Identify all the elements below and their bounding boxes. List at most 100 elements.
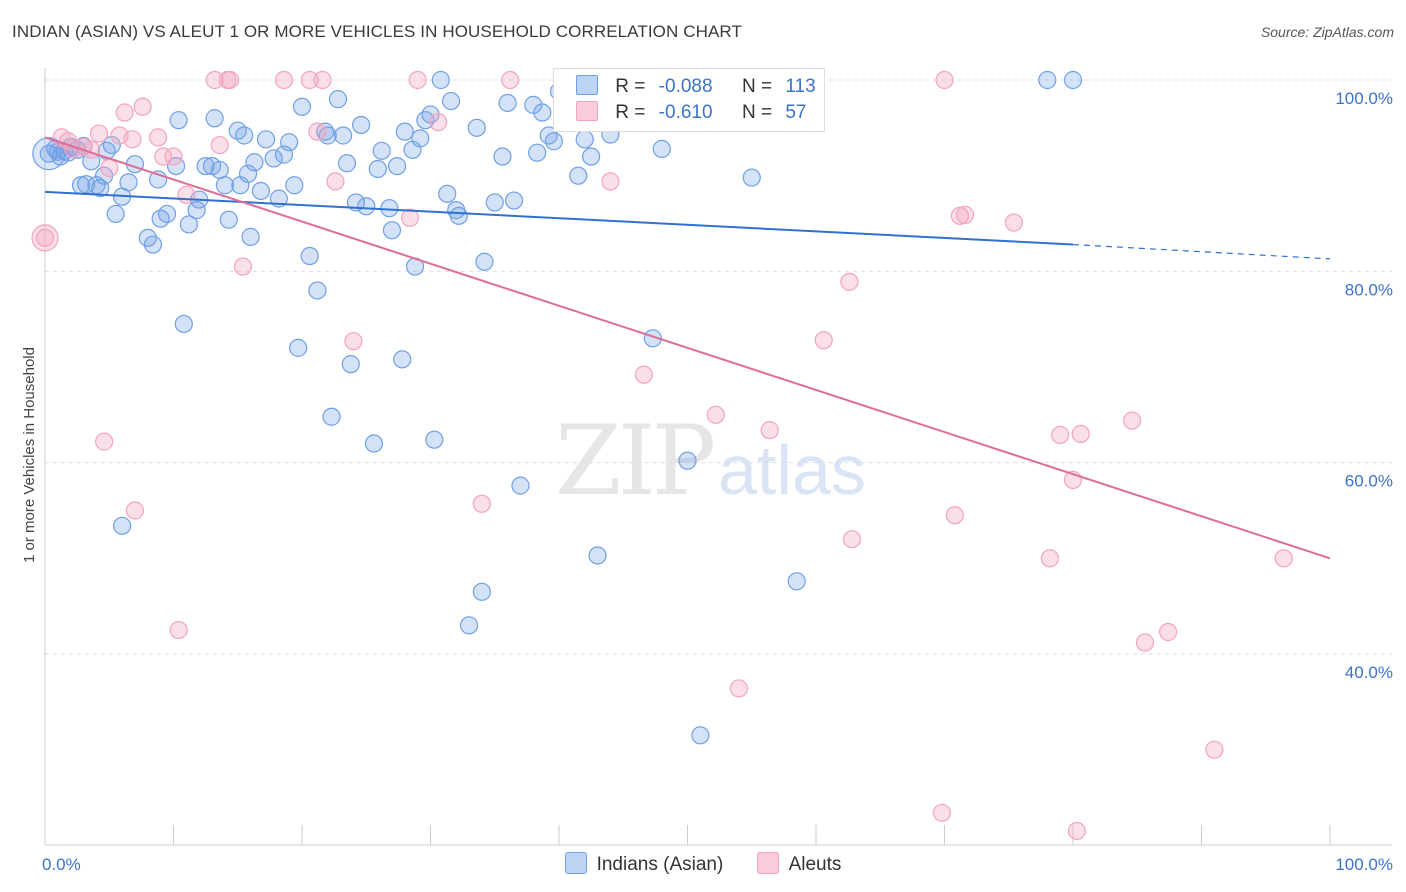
legend-label: Aleuts: [788, 854, 842, 875]
data-point-indians-asian: [241, 227, 260, 246]
data-point-indians-asian: [475, 252, 494, 271]
data-point-aleuts: [177, 185, 196, 204]
data-point-indians-asian: [539, 126, 558, 145]
y-tick-label: 80.0%: [1345, 280, 1393, 299]
data-point-aleuts: [842, 530, 862, 549]
data-point-indians-asian: [441, 91, 461, 111]
data-point-aleuts: [125, 501, 145, 520]
data-point-aleuts: [1274, 549, 1293, 568]
axes: [44, 68, 1392, 846]
data-point-indians-asian: [235, 126, 254, 145]
data-point-aleuts: [95, 432, 114, 451]
data-point-aleuts: [123, 130, 142, 149]
data-point-indians-asian: [411, 129, 430, 148]
data-point-indians-asian: [485, 193, 504, 212]
data-point-indians-asian: [219, 210, 238, 229]
data-point-indians-asian: [511, 476, 530, 495]
data-point-aleuts: [706, 405, 725, 424]
data-point-indians-asian: [300, 246, 319, 266]
data-point-aleuts: [634, 365, 653, 384]
data-point-aleuts: [154, 147, 173, 166]
data-point-indians-asian: [364, 434, 384, 453]
data-point-indians-asian: [395, 122, 414, 141]
data-point-indians-asian: [334, 126, 353, 145]
data-point-indians-asian: [472, 582, 491, 601]
data-point-aleuts: [1067, 821, 1086, 841]
data-point-indians-asian: [196, 157, 215, 176]
data-point-indians-asian: [533, 103, 552, 122]
legend-item-indians-asian: Indians (Asian): [564, 852, 723, 876]
data-point-aleuts: [501, 70, 520, 90]
data-point-indians-asian: [393, 350, 412, 369]
legend-swatch-pink: [756, 852, 779, 874]
data-point-aleuts: [313, 70, 332, 90]
data-point-indians-asian: [421, 105, 440, 124]
x-tick-label: 100.0%: [1335, 855, 1393, 874]
data-point-aleuts: [955, 205, 975, 224]
data-point-indians-asian: [528, 143, 547, 162]
trend-line-indians-asian: [44, 190, 1074, 246]
legend-n-label: N =: [741, 102, 773, 123]
x-tick-label: 0.0%: [42, 855, 81, 874]
data-point-indians-asian: [372, 141, 391, 160]
data-point-indians-asian: [544, 132, 563, 151]
data-point-aleuts: [840, 272, 859, 291]
data-point-indians-asian: [169, 111, 188, 130]
data-point-indians-asian: [285, 176, 304, 195]
data-point-indians-asian: [459, 616, 479, 635]
data-point-aleuts: [1123, 411, 1142, 430]
data-point-aleuts: [945, 506, 964, 525]
stats-legend: R = -0.088 N = 113 R = -0.610 N = 57: [553, 68, 825, 132]
data-point-indians-asian: [504, 191, 524, 210]
data-point-indians-asian: [328, 90, 348, 109]
data-point-indians-asian: [264, 149, 283, 168]
watermark-atlas: atlas: [718, 431, 866, 509]
data-point-aleuts: [1158, 622, 1178, 642]
data-point-aleuts: [400, 208, 420, 227]
tick-labels: 40.0% 60.0% 80.0% 100.0% 0.0% 100.0%: [42, 89, 1393, 874]
data-point-aleuts: [233, 257, 252, 276]
data-point-aleuts: [429, 112, 448, 132]
data-point-indians-asian: [742, 168, 761, 187]
data-point-indians-asian: [106, 204, 125, 224]
data-point-indians-asian: [292, 97, 312, 116]
legend-item-aleuts: Aleuts: [756, 852, 842, 876]
data-point-indians-asian: [187, 201, 206, 220]
data-point-aleuts: [115, 103, 134, 122]
data-point-aleuts: [935, 70, 954, 90]
data-point-indians-asian: [691, 726, 710, 745]
data-point-aleuts: [220, 70, 240, 90]
legend-r-label: R =: [615, 102, 646, 123]
trend-line-aleuts: [44, 136, 1331, 560]
data-point-aleuts: [601, 172, 620, 191]
data-point-aleuts: [205, 70, 224, 90]
data-point-indians-asian: [380, 199, 399, 218]
data-point-indians-asian: [337, 154, 357, 173]
data-point-aleuts: [100, 158, 119, 178]
data-point-indians-asian: [575, 130, 594, 149]
data-point-aleuts: [1205, 740, 1224, 759]
data-point-aleuts: [308, 122, 327, 141]
data-point-indians-asian: [179, 215, 199, 234]
trend-line-indians-asian-extension: [1072, 243, 1331, 260]
data-point-indians-asian: [318, 126, 337, 145]
data-point-indians-asian: [438, 184, 457, 203]
data-point-indians-asian: [289, 338, 308, 357]
data-point-indians-asian: [341, 355, 360, 374]
legend-swatch-blue: [576, 75, 598, 95]
data-point-aleuts: [1071, 424, 1090, 444]
data-point-indians-asian: [157, 204, 177, 224]
data-point-indians-asian: [143, 235, 163, 254]
data-point-aleuts: [932, 803, 952, 822]
data-point-indians-asian: [382, 221, 402, 240]
y-axis-label: 1 or more Vehicles in Household: [21, 347, 38, 563]
data-point-indians-asian: [431, 70, 450, 90]
data-point-indians-asian: [210, 160, 229, 180]
trend-lines: [44, 136, 1331, 560]
data-point-aleuts: [760, 421, 779, 440]
data-point-aleuts: [1135, 633, 1155, 652]
data-point-indians-asian: [352, 115, 371, 135]
data-point-indians-asian: [493, 147, 512, 166]
data-point-indians-asian: [787, 572, 806, 591]
chart-source: Source: ZipAtlas.com: [1260, 24, 1394, 40]
